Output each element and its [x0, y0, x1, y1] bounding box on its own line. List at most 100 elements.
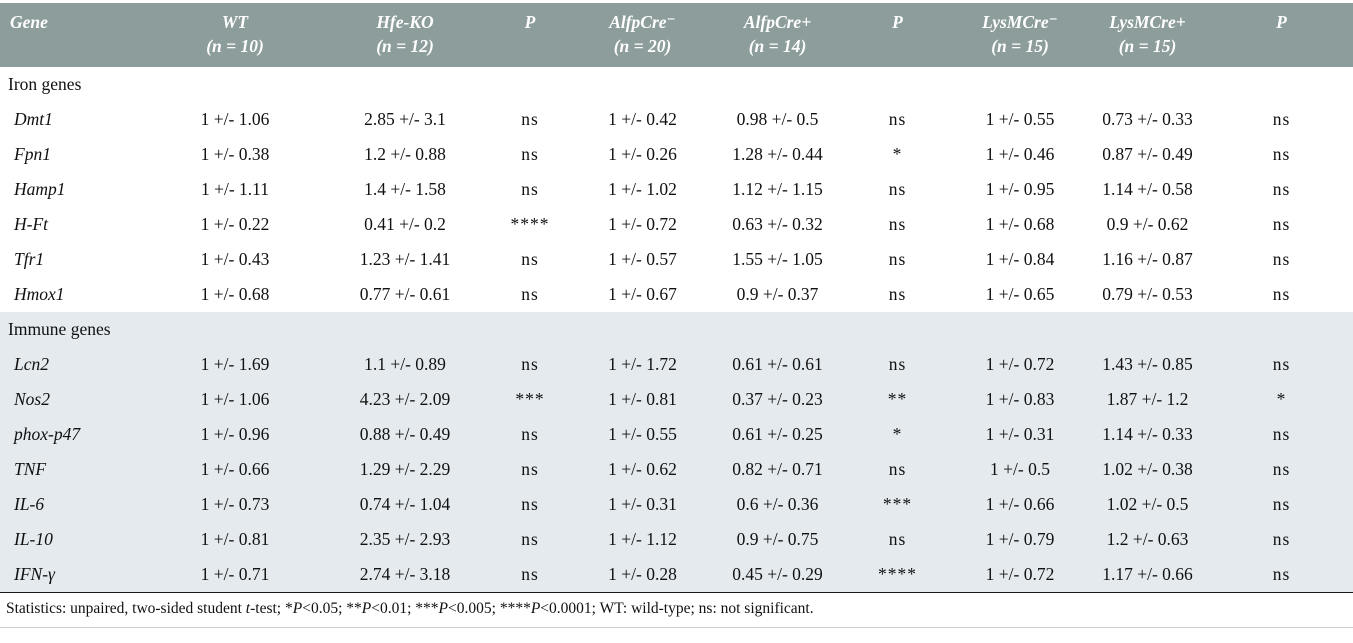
gene-name: Fpn1 [14, 144, 51, 165]
significance-cell: ns [521, 529, 539, 550]
value-cell: 1 +/- 0.26 [608, 144, 677, 165]
header-cell-alfpcre-4: AlfpCre⁻ (n = 20) [570, 3, 715, 68]
value-cell: 1 +/- 0.71 [200, 564, 270, 585]
significance-cell: ns [888, 179, 907, 200]
significance-cell: ns [1272, 144, 1291, 165]
value-cell: 1.55 +/- 1.05 [732, 249, 823, 270]
footnote-segment: <0.0001; WT: wild-type; ns: not signific… [540, 600, 814, 618]
paper-table-page: Gene WT (n = 10) Hfe-KO (n = 12) P AlfpCre⁻ (n … [0, 3, 1353, 629]
significance-cell: ns [521, 179, 539, 200]
value-cell: 0.6 +/- 0.36 [736, 494, 819, 515]
header-cell-p-9: P [1210, 3, 1353, 68]
significance-cell: ns [1272, 284, 1291, 305]
gene-name: IFN-γ [14, 564, 55, 585]
value-cell: 1.4 +/- 1.58 [364, 179, 446, 200]
value-cell: 1 +/- 0.72 [985, 564, 1055, 585]
table-row: Nos2 1 +/- 1.06 4.23 +/- 2.09 *** 1 +/- 0.81… [0, 382, 1353, 418]
value-cell: 1 +/- 0.38 [200, 144, 270, 165]
significance-cell: ns [888, 249, 907, 270]
value-cell: 0.9 +/- 0.62 [1106, 214, 1189, 235]
value-cell: 1 +/- 0.96 [200, 424, 270, 445]
footnote-segment: t [245, 600, 251, 618]
footnote-segment: <0.05; ** [302, 600, 362, 618]
value-cell: 1 +/- 0.81 [200, 529, 270, 550]
footnote-segment: P [292, 600, 303, 618]
value-cell: 1 +/- 0.57 [608, 249, 677, 270]
significance-cell: ns [888, 529, 907, 550]
gene-name: H-Ft [14, 214, 49, 235]
significance-cell: ns [521, 494, 539, 515]
value-cell: 1.2 +/- 0.63 [1106, 529, 1189, 550]
header-cell-p-6: P [840, 3, 955, 68]
significance-cell: *** [882, 494, 913, 515]
value-cell: 1.28 +/- 0.44 [732, 144, 823, 165]
header-label: WT [221, 12, 249, 32]
header-label: Hfe-KO [376, 12, 434, 32]
value-cell: 1 +/- 0.83 [985, 389, 1055, 410]
value-cell: 1.17 +/- 0.66 [1102, 564, 1193, 585]
footnote-segment: P [361, 600, 372, 618]
value-cell: 1 +/- 0.67 [608, 284, 677, 305]
value-cell: 0.98 +/- 0.5 [736, 109, 819, 130]
value-cell: 0.73 +/- 0.33 [1102, 109, 1193, 130]
value-cell: 1.23 +/- 1.41 [359, 249, 451, 270]
section-header-row: Iron genes [0, 67, 1353, 103]
header-cell-alfpcre+-5: AlfpCre+ (n = 14) [715, 3, 840, 68]
header-label: Gene [10, 12, 48, 32]
significance-cell: ns [1272, 179, 1291, 200]
value-cell: 1 +/- 0.68 [200, 284, 270, 305]
value-cell: 1.87 +/- 1.2 [1106, 389, 1189, 410]
value-cell: 1 +/- 0.73 [200, 494, 270, 515]
value-cell: 0.74 +/- 1.04 [359, 494, 451, 515]
table-row: Hmox1 1 +/- 0.68 0.77 +/- 0.61 ns 1 +/- 0.67… [0, 277, 1353, 313]
significance-cell: ns [521, 354, 539, 375]
header-row: Gene WT (n = 10) Hfe-KO (n = 12) P AlfpCre⁻ (n … [0, 3, 1353, 68]
value-cell: 1 +/- 0.28 [608, 564, 677, 585]
gene-name: IL-10 [14, 529, 53, 550]
significance-cell: ns [521, 249, 539, 270]
table-row: phox-p47 1 +/- 0.96 0.88 +/- 0.49 ns 1 +/- 0… [0, 417, 1353, 453]
gene-name: Hmox1 [14, 284, 65, 305]
value-cell: 0.45 +/- 0.29 [732, 564, 823, 585]
value-cell: 2.85 +/- 3.1 [364, 109, 446, 130]
value-cell: 1 +/- 1.69 [200, 354, 270, 375]
section-title: Immune genes [8, 319, 111, 340]
significance-cell: ns [1272, 354, 1291, 375]
table-row: TNF 1 +/- 0.66 1.29 +/- 2.29 ns 1 +/- 0.62 0.… [0, 452, 1353, 488]
gene-name: Lcn2 [14, 354, 49, 375]
significance-cell: ns [888, 459, 907, 480]
table-row: Lcn2 1 +/- 1.69 1.1 +/- 0.89 ns 1 +/- 1.72 0.… [0, 347, 1353, 383]
gene-name: phox-p47 [14, 424, 81, 445]
value-cell: 1 +/- 0.65 [985, 284, 1055, 305]
table-row: Fpn1 1 +/- 0.38 1.2 +/- 0.88 ns 1 +/- 0.26 1.… [0, 137, 1353, 173]
significance-cell: ns [1272, 109, 1291, 130]
significance-cell: ns [1272, 249, 1291, 270]
significance-cell: * [892, 424, 903, 445]
header-label: LysMCre+ [1109, 12, 1186, 32]
value-cell: 1 +/- 0.62 [608, 459, 677, 480]
value-cell: 0.77 +/- 0.61 [359, 284, 451, 305]
gene-name: Dmt1 [14, 109, 53, 130]
header-cell-p-3: P [490, 3, 570, 68]
significance-cell: ns [521, 459, 539, 480]
table-row: IFN-γ 1 +/- 0.71 2.74 +/- 3.18 ns 1 +/- 0.28… [0, 557, 1353, 593]
significance-cell: ** [887, 389, 908, 410]
value-cell: 0.82 +/- 0.71 [732, 459, 823, 480]
value-cell: 4.23 +/- 2.09 [359, 389, 451, 410]
header-sample-size: (n = 12) [376, 35, 434, 56]
value-cell: 1.16 +/- 0.87 [1102, 249, 1193, 270]
header-cell-lysmcre-7: LysMCre⁻ (n = 15) [955, 3, 1085, 68]
value-cell: 1 +/- 0.79 [985, 529, 1055, 550]
value-cell: 1 +/- 0.66 [985, 494, 1055, 515]
value-cell: 1.14 +/- 0.33 [1102, 424, 1193, 445]
header-sample-size: (n = 10) [206, 35, 264, 56]
significance-cell: ns [1272, 424, 1291, 445]
value-cell: 1 +/- 1.06 [200, 389, 270, 410]
value-cell: 0.63 +/- 0.32 [732, 214, 823, 235]
significance-cell: ns [521, 109, 539, 130]
value-cell: 1.2 +/- 0.88 [364, 144, 446, 165]
gene-expression-table: Gene WT (n = 10) Hfe-KO (n = 12) P AlfpCre⁻ (n … [0, 3, 1353, 593]
value-cell: 1 +/- 0.72 [608, 214, 677, 235]
significance-cell: ns [1272, 494, 1291, 515]
header-cell-lysmcre+-8: LysMCre+ (n = 15) [1085, 3, 1210, 68]
